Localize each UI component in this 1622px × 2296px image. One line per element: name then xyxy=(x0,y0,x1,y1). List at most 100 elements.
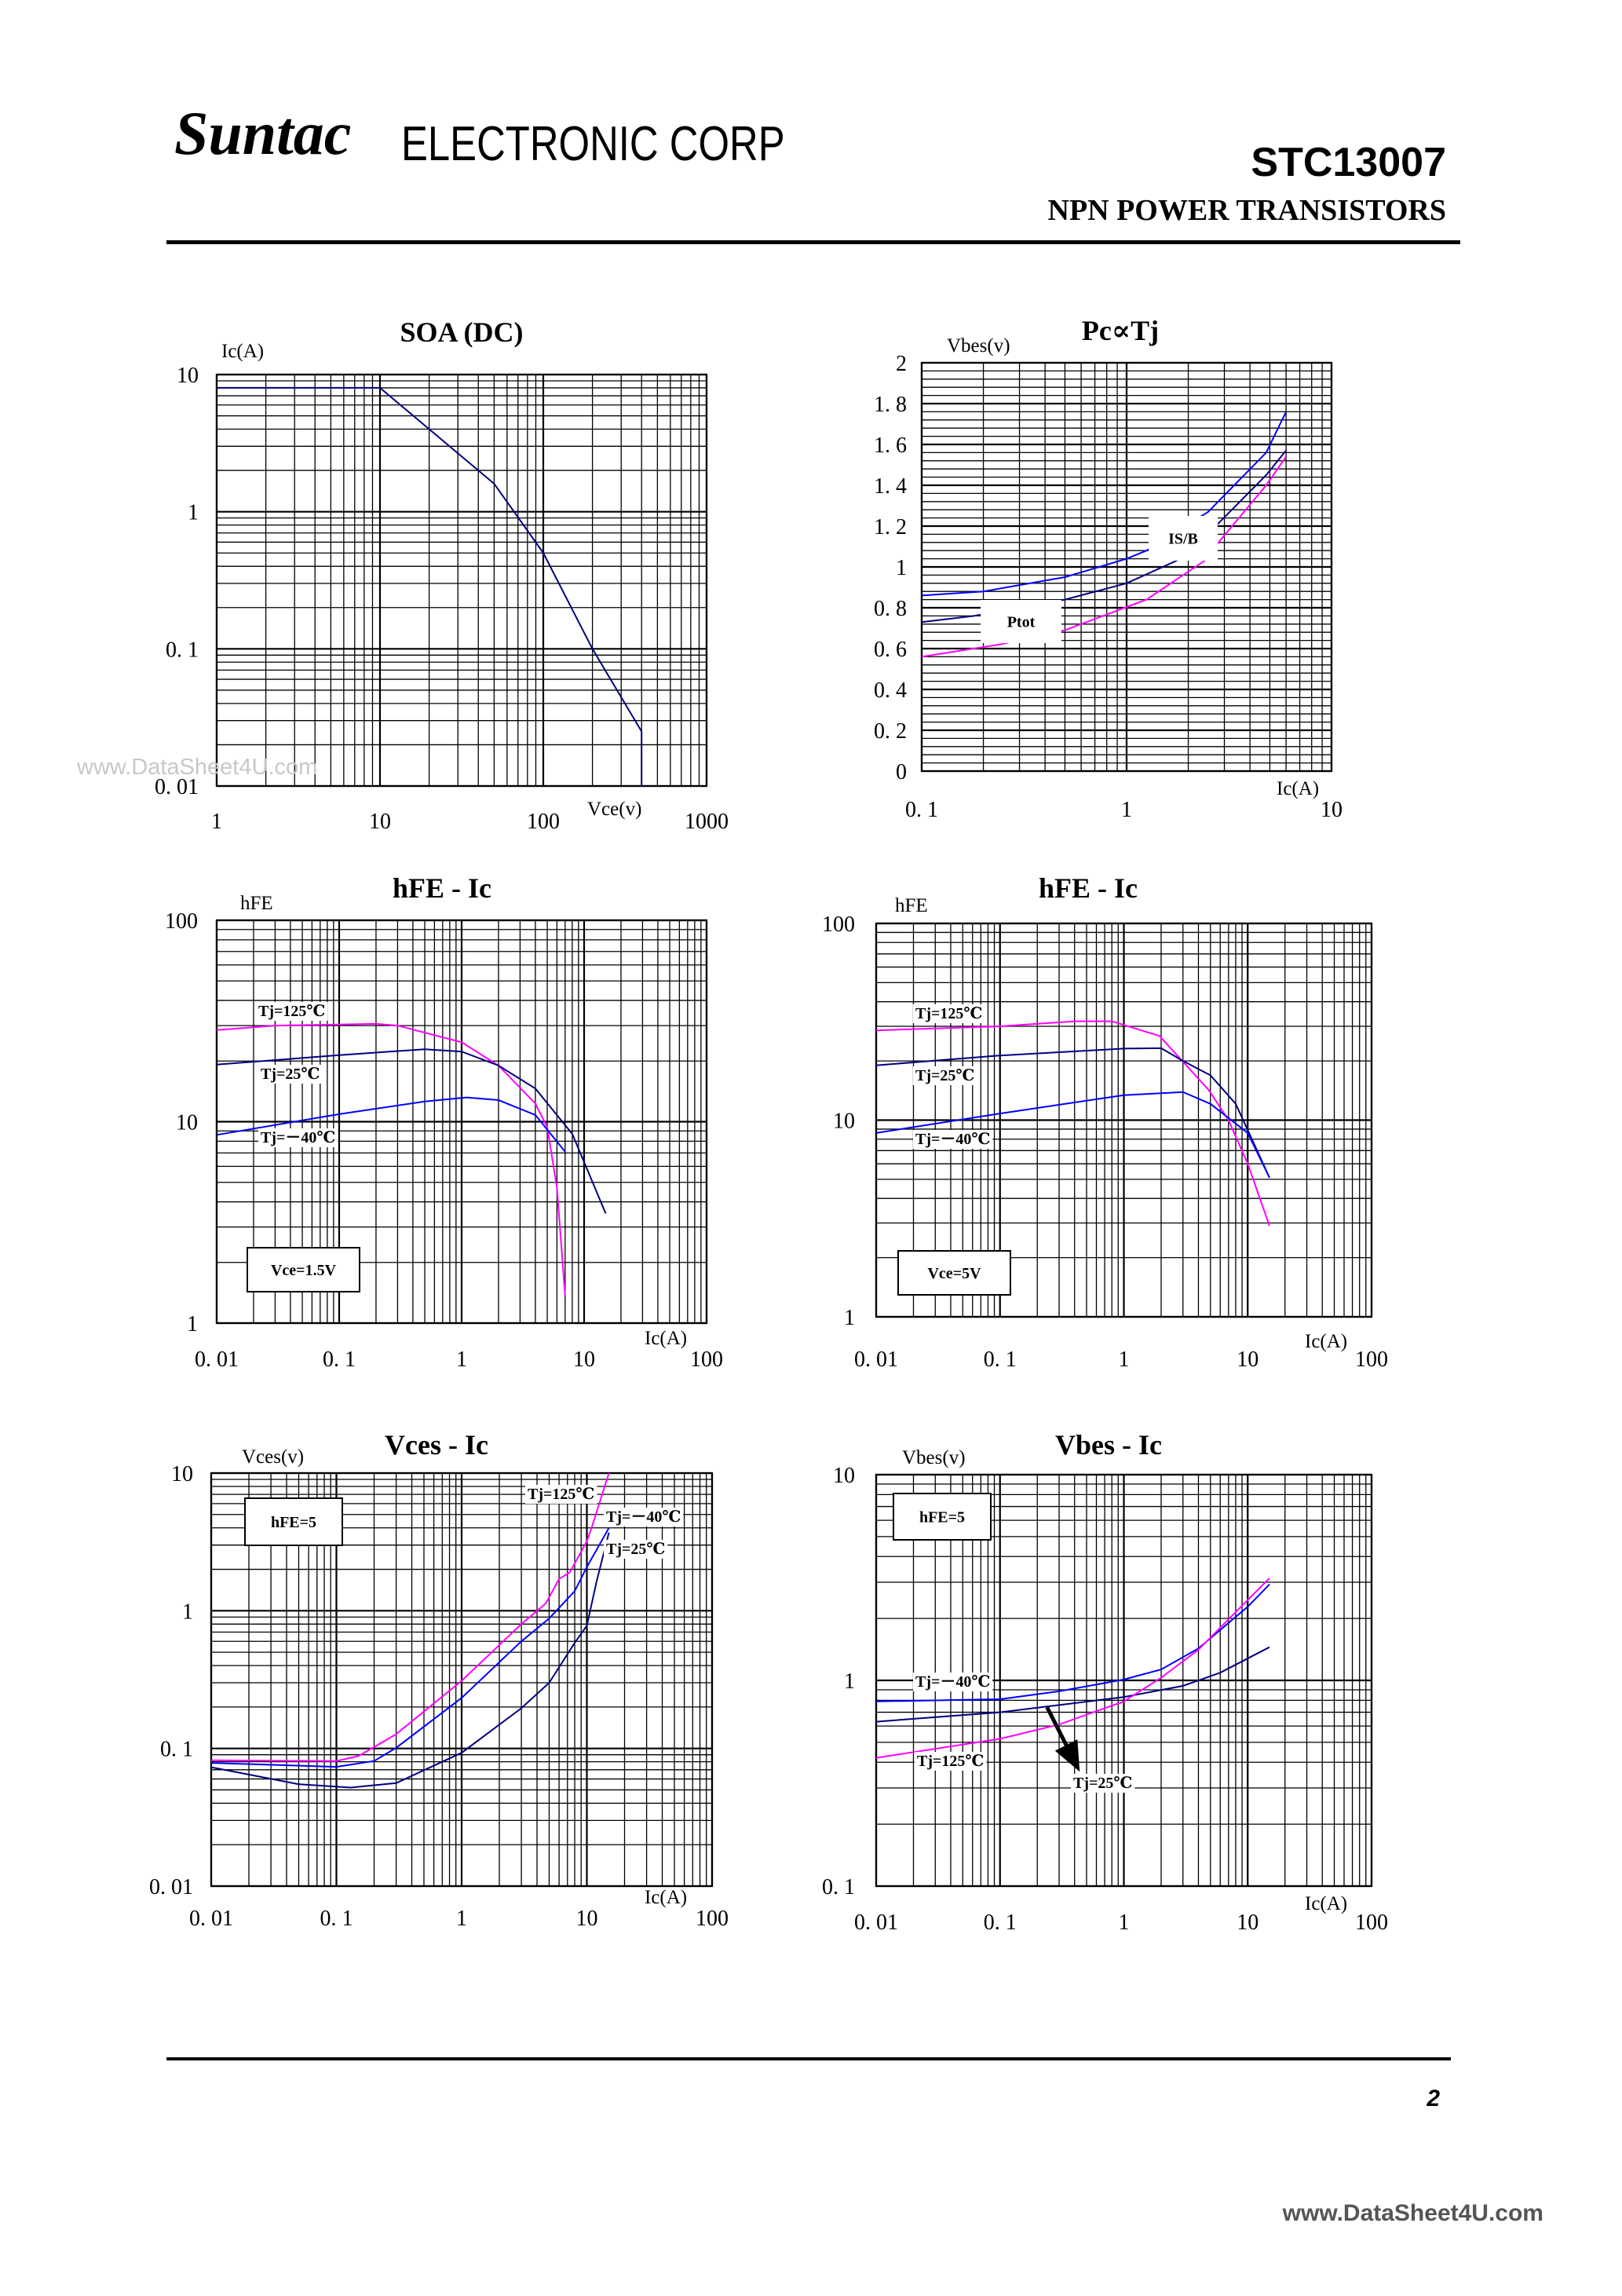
x-axis-label: Ic(A) xyxy=(1305,1893,1347,1914)
condition-label: Vce=1.5V xyxy=(271,1262,337,1279)
y-tick-label: 0. 1 xyxy=(166,638,199,662)
series-line-1 xyxy=(875,1584,1270,1702)
series-line-3 xyxy=(875,1578,1270,1759)
header: Suntac ELECTRONIC CORP STC13007 NPN POWE… xyxy=(166,99,1460,244)
x-axis-label: Ic(A) xyxy=(645,1887,687,1908)
series-line-2 xyxy=(875,1646,1270,1723)
x-tick-label: 100 xyxy=(1355,1910,1388,1935)
annotation-text: Tj=125℃ xyxy=(258,1003,325,1020)
x-tick-label: 0. 01 xyxy=(854,1347,898,1372)
x-tick-label: 10 xyxy=(369,810,391,834)
x-tick-label: 1000 xyxy=(685,810,729,834)
y-tick-label: 0 xyxy=(896,760,907,784)
x-tick-label: 0. 1 xyxy=(323,1347,356,1372)
x-tick-label: 10 xyxy=(576,1907,598,1931)
annotation-label: Tj=25℃ xyxy=(913,1066,977,1085)
y-tick-label: 0. 1 xyxy=(160,1738,193,1762)
annotation-background xyxy=(256,1002,328,1021)
annotation-background xyxy=(258,1128,338,1147)
y-tick-label: 10 xyxy=(177,364,199,388)
annotation-label: Tj=25℃ xyxy=(1071,1774,1135,1793)
y-axis-label: Vbes(v) xyxy=(902,1447,966,1468)
x-tick-label: 0. 1 xyxy=(984,1910,1017,1935)
x-tick-label: 10 xyxy=(1237,1347,1259,1372)
part-number: STC13007 xyxy=(1251,140,1446,185)
series-line-3 xyxy=(921,456,1287,658)
x-tick-label: 0. 1 xyxy=(320,1907,353,1931)
annotation-text: Tj=25℃ xyxy=(915,1067,974,1084)
y-tick-label: 1 xyxy=(182,1600,193,1624)
annotation-text: Tj=125℃ xyxy=(915,1005,982,1022)
annotation-background xyxy=(915,1752,987,1771)
y-tick-label: 1 xyxy=(187,1312,198,1336)
annotation-label: Tj=125℃ xyxy=(913,1004,985,1023)
company-logo: Suntac xyxy=(174,99,351,167)
annotation-background xyxy=(981,600,1061,643)
footer: 2 www.DataSheet4U.com xyxy=(166,2057,1543,2226)
chart-title: SOA (DC) xyxy=(400,316,523,348)
y-tick-label: 10 xyxy=(176,1111,198,1135)
arrow-head xyxy=(1054,1739,1080,1772)
condition-box xyxy=(247,1247,360,1292)
y-tick-label: 1 xyxy=(188,501,199,525)
annotation-label: Tj=－40℃ xyxy=(913,1130,993,1149)
x-tick-label: 1 xyxy=(1119,1347,1130,1372)
watermark: www.DataSheet4U.com xyxy=(76,755,317,780)
annotation-text: Tj=－40℃ xyxy=(261,1129,335,1146)
x-tick-label: 100 xyxy=(527,810,560,834)
plot-frame xyxy=(920,361,1333,773)
plot-frame xyxy=(210,1472,714,1888)
x-tick-label: 100 xyxy=(690,1347,723,1372)
y-tick-label: 0. 1 xyxy=(822,1875,855,1899)
plot-frame xyxy=(215,919,708,1325)
annotation-background xyxy=(604,1540,668,1559)
company-name: ELECTRONIC CORP xyxy=(401,117,785,171)
series-line-3 xyxy=(210,1532,610,1789)
x-axis-label: Ic(A) xyxy=(645,1328,687,1349)
annotation-label: Tj=－40℃ xyxy=(913,1673,993,1691)
y-tick-label: 100 xyxy=(165,909,198,934)
x-tick-label: 100 xyxy=(1355,1347,1388,1372)
series-line-2 xyxy=(875,1047,1270,1179)
series-line-2 xyxy=(216,1048,607,1214)
annotation-background xyxy=(913,1004,985,1023)
chart-1: SOA (DC) Ic(A) Vce(v) 1 10 100 1000 10 1 0. 1 0. 0… xyxy=(155,316,729,834)
condition-box xyxy=(893,1493,992,1541)
condition-label: hFE=5 xyxy=(919,1509,965,1526)
y-axis-label: hFE xyxy=(895,895,928,916)
annotation-text: IS/B xyxy=(1168,531,1198,548)
y-tick-label: 1 xyxy=(896,556,907,580)
x-tick-label: 10 xyxy=(573,1347,595,1372)
plot-frame xyxy=(875,1473,1373,1888)
y-tick-label: 0. 01 xyxy=(155,775,199,799)
x-tick-label: 0. 01 xyxy=(189,1907,233,1931)
series-line-3 xyxy=(216,1096,566,1153)
annotation-text: Tj=－40℃ xyxy=(915,1131,990,1148)
annotation-label: IS/B xyxy=(1149,516,1218,561)
y-tick-label: 10 xyxy=(833,1110,855,1134)
condition-box xyxy=(897,1250,1011,1296)
annotation-text: Tj=25℃ xyxy=(1073,1775,1132,1792)
header-rule xyxy=(166,240,1460,244)
annotation-background xyxy=(913,1130,993,1149)
annotation-label: Tj=－40℃ xyxy=(258,1128,338,1147)
series-line-1 xyxy=(921,411,1287,597)
x-tick-label: 10 xyxy=(1321,798,1343,822)
footer-site-link[interactable]: www.DataSheet4U.com xyxy=(1282,2200,1543,2226)
annotation-label: Tj=－40℃ xyxy=(604,1508,684,1526)
series-line-1 xyxy=(217,386,643,786)
annotation-background xyxy=(913,1066,977,1085)
x-tick-label: 0. 01 xyxy=(195,1347,239,1372)
series-line-2 xyxy=(921,450,1287,623)
chart-3: Vce=1.5V Tj=125℃ Tj=25℃ Tj=－40℃ hFE - Ic hFE I… xyxy=(165,872,723,1372)
chart-title: Vbes - Ic xyxy=(1055,1429,1162,1461)
y-tick-label: 10 xyxy=(171,1462,193,1486)
annotation-label: Tj=125℃ xyxy=(525,1485,597,1504)
annotation-text: Tj=25℃ xyxy=(261,1066,320,1083)
annotation-text: Tj=－40℃ xyxy=(915,1673,990,1691)
annotation-background xyxy=(258,1065,323,1084)
chart-title: Pc∝Tj xyxy=(1082,315,1159,346)
annotation-text: Tj=25℃ xyxy=(606,1541,665,1558)
y-axis-label: Ic(A) xyxy=(221,341,264,362)
